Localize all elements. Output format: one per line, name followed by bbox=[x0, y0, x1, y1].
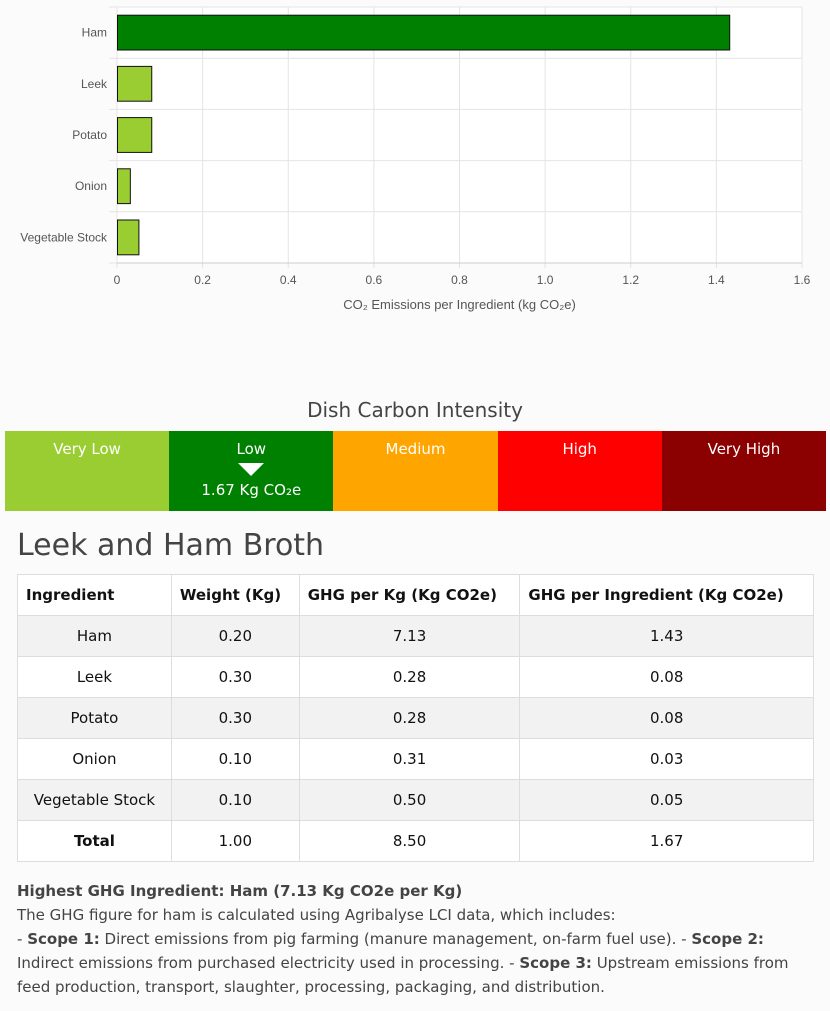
scope1-label: Scope 1: bbox=[27, 930, 100, 948]
cell-ghg-per-kg: 0.31 bbox=[298, 738, 521, 780]
total-weight: 1.00 bbox=[170, 820, 300, 862]
cell-ingredient: Vegetable Stock bbox=[17, 779, 172, 821]
note-scopes: - Scope 1: Direct emissions from pig far… bbox=[17, 930, 789, 996]
y-category-label: Ham bbox=[82, 26, 107, 40]
x-tick-label: 1.0 bbox=[537, 273, 554, 287]
table-row: Potato 0.30 0.28 0.08 bbox=[17, 697, 814, 739]
intensity-band-very-low: Very Low bbox=[5, 431, 170, 511]
scope2-text: Indirect emissions from purchased electr… bbox=[17, 954, 520, 972]
x-tick-label: 1.6 bbox=[794, 273, 811, 287]
x-axis-title: CO₂ Emissions per Ingredient (kg CO₂e) bbox=[343, 297, 576, 312]
table-header-row: Ingredient Weight (Kg) GHG per Kg (Kg CO… bbox=[17, 574, 814, 616]
table-row: Leek 0.30 0.28 0.08 bbox=[17, 656, 814, 698]
header-ghg-per-ingredient: GHG per Ingredient (Kg CO2e) bbox=[519, 574, 814, 616]
bar-onion[interactable] bbox=[117, 168, 131, 205]
band-label: Medium bbox=[385, 440, 446, 458]
intensity-band-very-high: Very High bbox=[661, 431, 827, 511]
intensity-scale: Very Low Low 1.67 Kg CO₂e Medium High Very Hi… bbox=[5, 431, 827, 511]
total-ghg-per-ingredient: 1.67 bbox=[519, 820, 814, 862]
scope3-label: Scope 3: bbox=[519, 954, 592, 972]
emissions-bar-chart: 0 0.2 0.4 0.6 0.8 1.0 1.2 1.4 1.6 Ham Leek Potato On… bbox=[0, 0, 830, 330]
x-tick-label: 0.6 bbox=[366, 273, 383, 287]
dish-title: Leek and Ham Broth bbox=[17, 528, 325, 563]
total-label: Total bbox=[17, 820, 172, 862]
cell-weight: 0.30 bbox=[170, 656, 300, 698]
table-row: Onion 0.10 0.31 0.03 bbox=[17, 738, 814, 780]
cell-ghg-per-kg: 7.13 bbox=[298, 615, 521, 657]
x-tick-label: 0.2 bbox=[194, 273, 211, 287]
note-intro: The GHG figure for ham is calculated usi… bbox=[17, 906, 616, 924]
cell-weight: 0.20 bbox=[170, 615, 300, 657]
band-label: Low bbox=[236, 440, 267, 458]
bar-leek[interactable] bbox=[117, 65, 153, 102]
x-tick-label: 1.4 bbox=[708, 273, 725, 287]
cell-weight: 0.10 bbox=[170, 738, 300, 780]
bar-potato[interactable] bbox=[117, 117, 153, 153]
cell-weight: 0.10 bbox=[170, 779, 300, 821]
y-category-label: Onion bbox=[75, 179, 107, 193]
cell-ghg-per-ingredient: 0.03 bbox=[519, 738, 814, 780]
table-total-row: Total 1.00 8.50 1.67 bbox=[17, 820, 814, 862]
scope1-text: Direct emissions from pig farming (manur… bbox=[99, 930, 692, 948]
cell-ghg-per-ingredient: 0.05 bbox=[519, 779, 814, 821]
table-row: Vegetable Stock 0.10 0.50 0.05 bbox=[17, 779, 814, 821]
ingredient-table: Ingredient Weight (Kg) GHG per Kg (Kg CO… bbox=[17, 574, 814, 862]
band-label: Very Low bbox=[53, 440, 121, 458]
header-weight: Weight (Kg) bbox=[170, 574, 300, 616]
y-category-label: Leek bbox=[81, 77, 108, 91]
cell-ingredient: Onion bbox=[17, 738, 172, 780]
highest-ghg-note: Highest GHG Ingredient: Ham (7.13 Kg CO2… bbox=[17, 879, 817, 999]
cell-ingredient: Potato bbox=[17, 697, 172, 739]
header-ingredient: Ingredient bbox=[17, 574, 172, 616]
x-tick-label: 0 bbox=[114, 273, 121, 287]
x-tick-label: 0.4 bbox=[280, 273, 297, 287]
cell-ghg-per-ingredient: 0.08 bbox=[519, 656, 814, 698]
cell-ghg-per-ingredient: 1.43 bbox=[519, 615, 814, 657]
band-label: High bbox=[562, 440, 597, 458]
x-tick-label: 1.2 bbox=[622, 273, 639, 287]
scope3-text: Upstream emissions from feed production,… bbox=[17, 954, 789, 996]
total-ghg-per-kg: 8.50 bbox=[298, 820, 521, 862]
cell-ghg-per-kg: 0.28 bbox=[298, 697, 521, 739]
cell-ghg-per-kg: 0.28 bbox=[298, 656, 521, 698]
intensity-title: Dish Carbon Intensity bbox=[307, 398, 523, 422]
y-category-label: Potato bbox=[72, 128, 107, 142]
chart-svg: 0 0.2 0.4 0.6 0.8 1.0 1.2 1.4 1.6 Ham Leek Potato On… bbox=[20, 6, 811, 312]
y-category-label: Vegetable Stock bbox=[20, 230, 108, 244]
band-label: Very High bbox=[707, 440, 781, 458]
cell-ghg-per-ingredient: 0.08 bbox=[519, 697, 814, 739]
scope2-label: Scope 2: bbox=[691, 930, 764, 948]
intensity-band-high: High bbox=[497, 431, 662, 511]
cell-ghg-per-kg: 0.50 bbox=[298, 779, 521, 821]
cell-ingredient: Ham bbox=[17, 615, 172, 657]
bar-vegetable-stock[interactable] bbox=[117, 219, 140, 256]
x-tick-label: 0.8 bbox=[451, 273, 468, 287]
intensity-value: 1.67 Kg CO₂e bbox=[201, 481, 302, 499]
cell-weight: 0.30 bbox=[170, 697, 300, 739]
intensity-marker-icon bbox=[238, 463, 265, 476]
cell-ingredient: Leek bbox=[17, 656, 172, 698]
table-row: Ham 0.20 7.13 1.43 bbox=[17, 615, 814, 657]
header-ghg-per-kg: GHG per Kg (Kg CO2e) bbox=[298, 574, 521, 616]
bar-ham[interactable] bbox=[117, 14, 731, 51]
intensity-band-low: Low 1.67 Kg CO₂e bbox=[169, 431, 334, 511]
intensity-band-medium: Medium bbox=[333, 431, 498, 511]
note-heading: Highest GHG Ingredient: Ham (7.13 Kg CO2… bbox=[17, 882, 463, 900]
